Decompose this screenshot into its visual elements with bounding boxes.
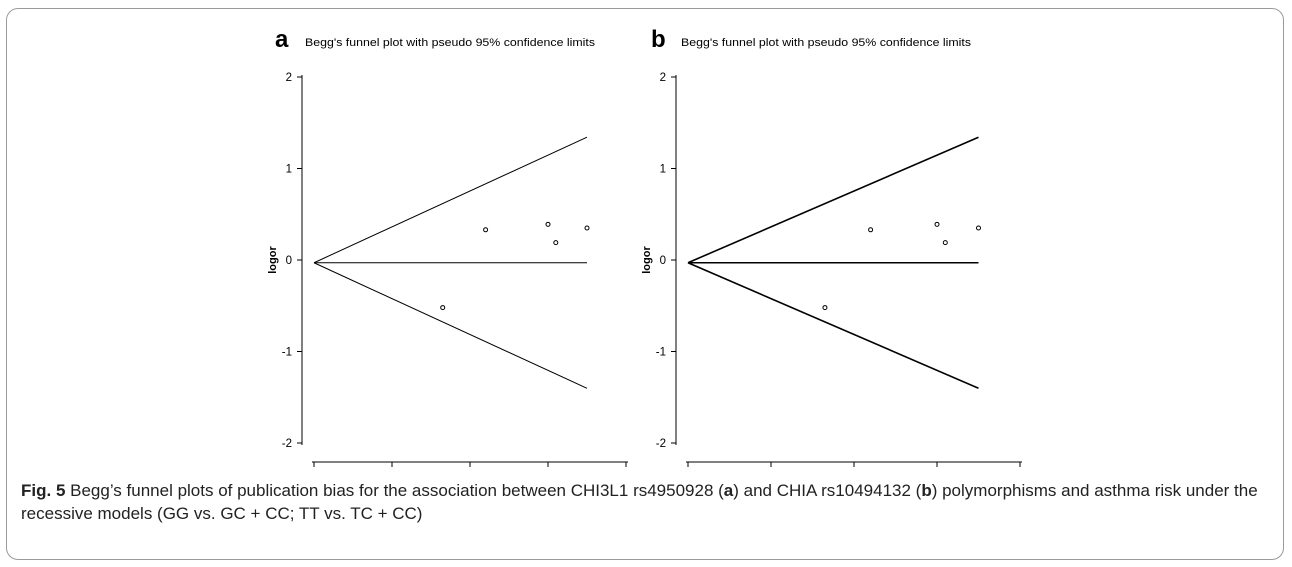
panel-b-study-point — [934, 221, 940, 227]
figure-label: Fig. 5 — [21, 481, 66, 500]
panel-a-y-tick-label: -1 — [282, 347, 292, 359]
panel-a-lower-limit-line — [313, 262, 588, 389]
figure-frame: a Begg's funnel plot with pseudo 95% conf… — [6, 8, 1284, 560]
caption-bold-b: b — [921, 481, 932, 500]
panel-a-title: Begg's funnel plot with pseudo 95% confi… — [305, 37, 596, 49]
caption-text-1: Begg’s funnel plots of publication bias … — [65, 481, 724, 500]
panel-b-letter: b — [651, 26, 666, 53]
panel-a-study-point — [584, 225, 590, 231]
panel-a-study-point — [483, 227, 489, 233]
panel-a-group: a Begg's funnel plot with pseudo 95% conf… — [267, 26, 628, 467]
caption-text-3: ) polymorphisms and asthma risk under th… — [21, 481, 1258, 523]
panel-a-y-tick-label: 1 — [286, 164, 292, 176]
caption-bold-a: a — [723, 481, 734, 500]
panel-a-upper-limit-line — [313, 136, 588, 264]
panel-a-study-point — [553, 240, 559, 246]
panel-a-y-tick-label: 2 — [286, 72, 292, 84]
panel-b-group: b Begg's funnel plot with pseudo 95% conf… — [641, 26, 1022, 467]
caption-text-2: ) and CHIA rs10494132 ( — [733, 481, 922, 500]
panel-b-title: Begg's funnel plot with pseudo 95% confi… — [681, 37, 972, 49]
panel-a-study-point — [440, 305, 446, 311]
panel-b-y-tick-label: 0 — [660, 255, 666, 267]
panel-b-y-tick-label: 2 — [660, 72, 666, 84]
panel-b-upper-limit-line — [687, 136, 979, 264]
panel-b-y-tick-label: -2 — [656, 438, 666, 450]
panel-b-study-point — [822, 305, 828, 311]
panel-b-y-tick-label: -1 — [656, 347, 666, 359]
panel-a-study-point — [545, 221, 551, 227]
figure-caption: Fig. 5 Begg’s funnel plots of publicatio… — [21, 479, 1271, 525]
panel-b-lower-limit-line — [687, 262, 979, 390]
panel-a-y-tick-label: 0 — [286, 255, 292, 267]
panel-b-study-point — [942, 240, 948, 246]
funnel-plots: a Begg's funnel plot with pseudo 95% conf… — [267, 26, 1022, 467]
panel-a-y-tick-label: -2 — [282, 438, 292, 450]
panel-b-study-point — [976, 225, 981, 231]
panel-a-y-axis-label: logor — [267, 246, 279, 274]
panel-a-letter: a — [275, 26, 289, 53]
panel-b-y-axis-label: logor — [641, 246, 653, 274]
panel-b-y-tick-label: 1 — [660, 164, 666, 176]
panel-b-study-point — [868, 227, 874, 233]
